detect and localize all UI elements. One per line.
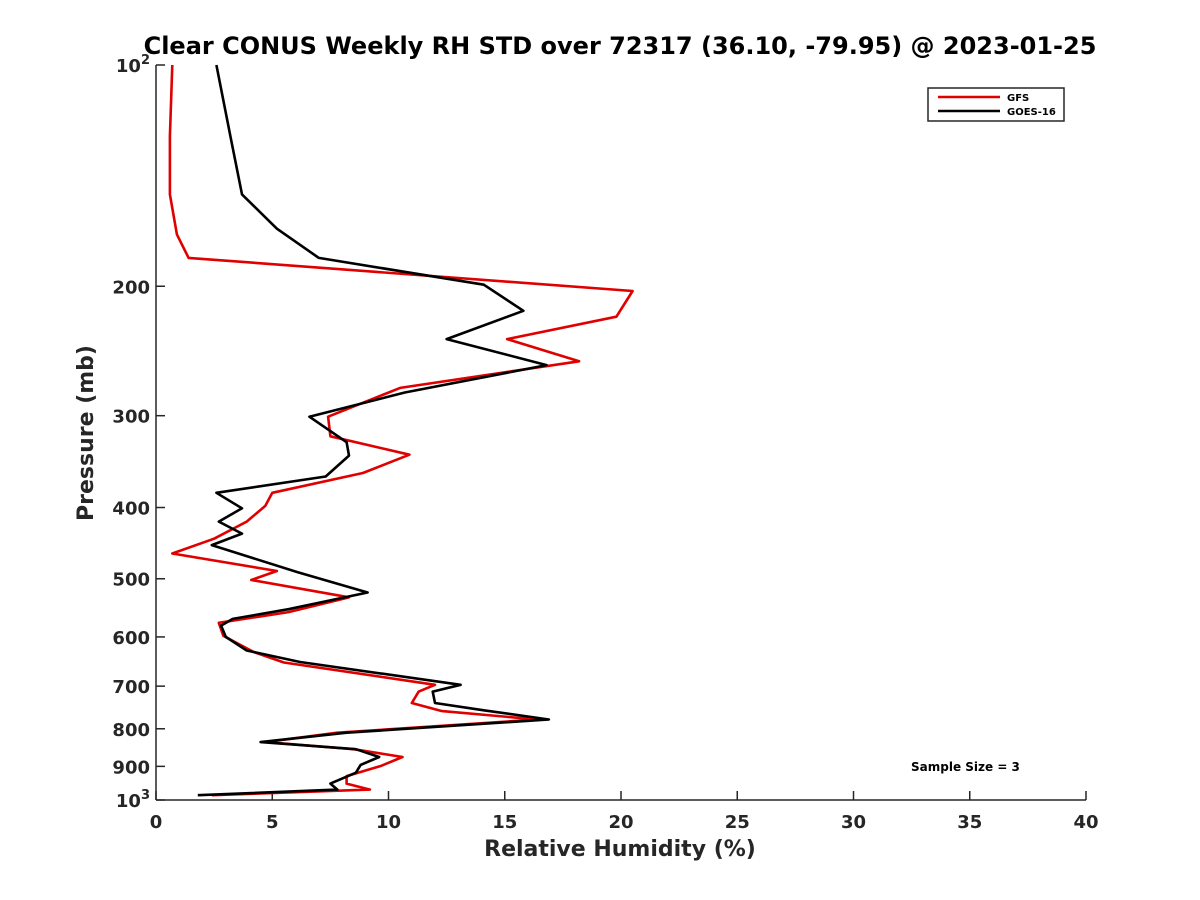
x-tick-label: 30 [841,812,866,833]
y-tick-label: 200 [112,277,150,298]
legend-label-gfs: GFS [1007,93,1029,104]
x-tick-label: 5 [266,812,279,833]
y-axis-title: Pressure (mb) [74,345,99,521]
y-tick-label: 900 [112,757,150,778]
y-tick-label: 600 [112,628,150,649]
legend: GFS GOES-16 [927,87,1065,122]
x-tick-label: 10 [376,812,401,833]
legend-box [927,87,1065,122]
legend-label-goes-16: GOES-16 [1007,107,1056,118]
y-tick-label: 400 [112,499,150,520]
y-tick-label: 300 [112,407,150,428]
x-tick-label: 35 [957,812,982,833]
sample-size-annotation: Sample Size = 3 [911,760,1020,774]
y-tick-label: 700 [112,677,150,698]
y-tick-label-base: 10 [116,791,141,812]
y-tick-label: 103 [116,788,150,812]
series-line-goes-16 [197,64,551,797]
x-tick-label: 40 [1073,812,1098,833]
y-tick-label: 800 [112,720,150,741]
x-axis-ticks: 0 5 10 15 20 25 30 35 40 [150,791,1099,833]
y-tick-label: 102 [116,53,150,77]
x-tick-label: 0 [150,812,163,833]
y-tick-label: 500 [112,570,150,591]
x-axis-title: Relative Humidity (%) [484,837,756,862]
y-tick-label-base: 10 [116,56,141,77]
y-tick-label-exponent: 3 [141,788,150,803]
x-tick-label: 20 [608,812,633,833]
x-tick-label: 25 [725,812,750,833]
chart-title: Clear CONUS Weekly RH STD over 72317 (36… [144,32,1097,60]
y-tick-label-exponent: 2 [141,53,150,68]
series-layer [168,64,634,797]
x-tick-label: 15 [492,812,517,833]
